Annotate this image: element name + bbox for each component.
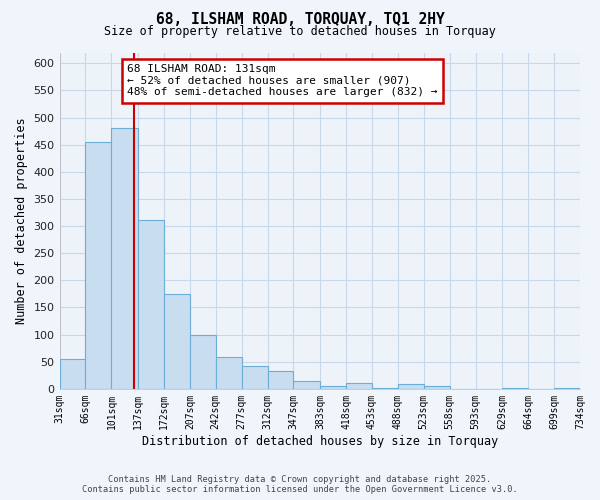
X-axis label: Distribution of detached houses by size in Torquay: Distribution of detached houses by size … [142,434,498,448]
Text: 68 ILSHAM ROAD: 131sqm
← 52% of detached houses are smaller (907)
48% of semi-de: 68 ILSHAM ROAD: 131sqm ← 52% of detached… [127,64,438,98]
Bar [293,380,320,389]
Bar [372,388,398,389]
Bar [268,372,293,389]
Bar [138,220,164,389]
Bar [502,388,528,389]
Text: Size of property relative to detached houses in Torquay: Size of property relative to detached ho… [104,25,496,38]
Text: Contains HM Land Registry data © Crown copyright and database right 2025.
Contai: Contains HM Land Registry data © Crown c… [82,474,518,494]
Bar [59,359,85,389]
Bar [346,384,372,389]
Bar [216,358,242,389]
Bar [424,386,450,389]
Text: 68, ILSHAM ROAD, TORQUAY, TQ1 2HY: 68, ILSHAM ROAD, TORQUAY, TQ1 2HY [155,12,445,28]
Bar [398,384,424,389]
Bar [242,366,268,389]
Bar [320,386,346,389]
Bar [554,388,580,389]
Bar [112,128,138,389]
Bar [190,334,216,389]
Y-axis label: Number of detached properties: Number of detached properties [15,118,28,324]
Bar [85,142,112,389]
Bar [164,294,190,389]
